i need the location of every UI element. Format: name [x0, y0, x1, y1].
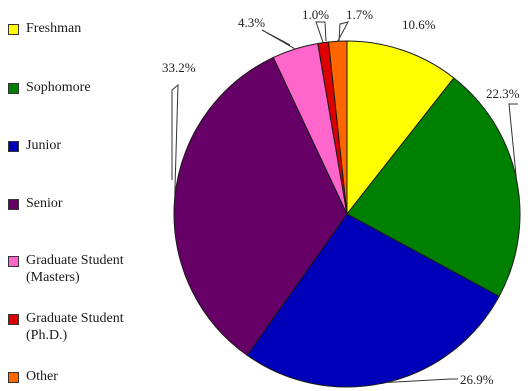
legend-swatch	[8, 199, 19, 210]
data-label: 1.7%	[346, 7, 373, 22]
legend-label: Junior	[26, 138, 61, 153]
legend-swatch	[8, 24, 19, 35]
legend-swatch	[8, 141, 19, 152]
data-label: 26.9%	[460, 372, 494, 387]
legend-swatch	[8, 372, 19, 383]
legend-label: Senior	[26, 196, 63, 211]
legend-swatch	[8, 314, 19, 325]
data-label: 1.0%	[302, 7, 329, 22]
legend: Freshman Sophomore Junior Senior Graduat…	[0, 0, 175, 391]
legend-item-junior: Junior	[8, 137, 61, 154]
legend-label: Freshman	[26, 21, 82, 36]
leader-line	[171, 83, 179, 199]
legend-label: Graduate Student (Masters)	[26, 253, 124, 285]
leader-line	[386, 378, 458, 383]
data-label: 10.6%	[402, 17, 436, 32]
legend-label: Graduate Student (Ph.D.)	[26, 311, 124, 343]
data-label: 33.2%	[162, 60, 196, 75]
legend-swatch	[8, 256, 19, 267]
leader-line	[508, 103, 518, 179]
data-label: 22.3%	[486, 86, 520, 101]
legend-swatch	[8, 83, 19, 94]
leader-line	[261, 29, 296, 50]
legend-item-other: Other	[8, 368, 58, 385]
pie-slice	[346, 40, 455, 216]
legend-item-sophomore: Sophomore	[8, 79, 91, 96]
legend-item-freshman: Freshman	[8, 20, 81, 37]
pie-slice	[346, 77, 521, 298]
pie-slice	[173, 56, 348, 356]
leader-line	[315, 21, 327, 43]
leader-line	[337, 21, 349, 42]
legend-label: Sophomore	[26, 80, 91, 95]
data-label: 4.3%	[238, 15, 265, 30]
legend-item-senior: Senior	[8, 195, 63, 212]
legend-item-phd: Graduate Student (Ph.D.)	[8, 310, 124, 344]
pie-slice	[246, 213, 500, 388]
legend-item-masters: Graduate Student (Masters)	[8, 252, 124, 286]
legend-label: Other	[26, 369, 58, 384]
pie-slice	[328, 40, 348, 215]
